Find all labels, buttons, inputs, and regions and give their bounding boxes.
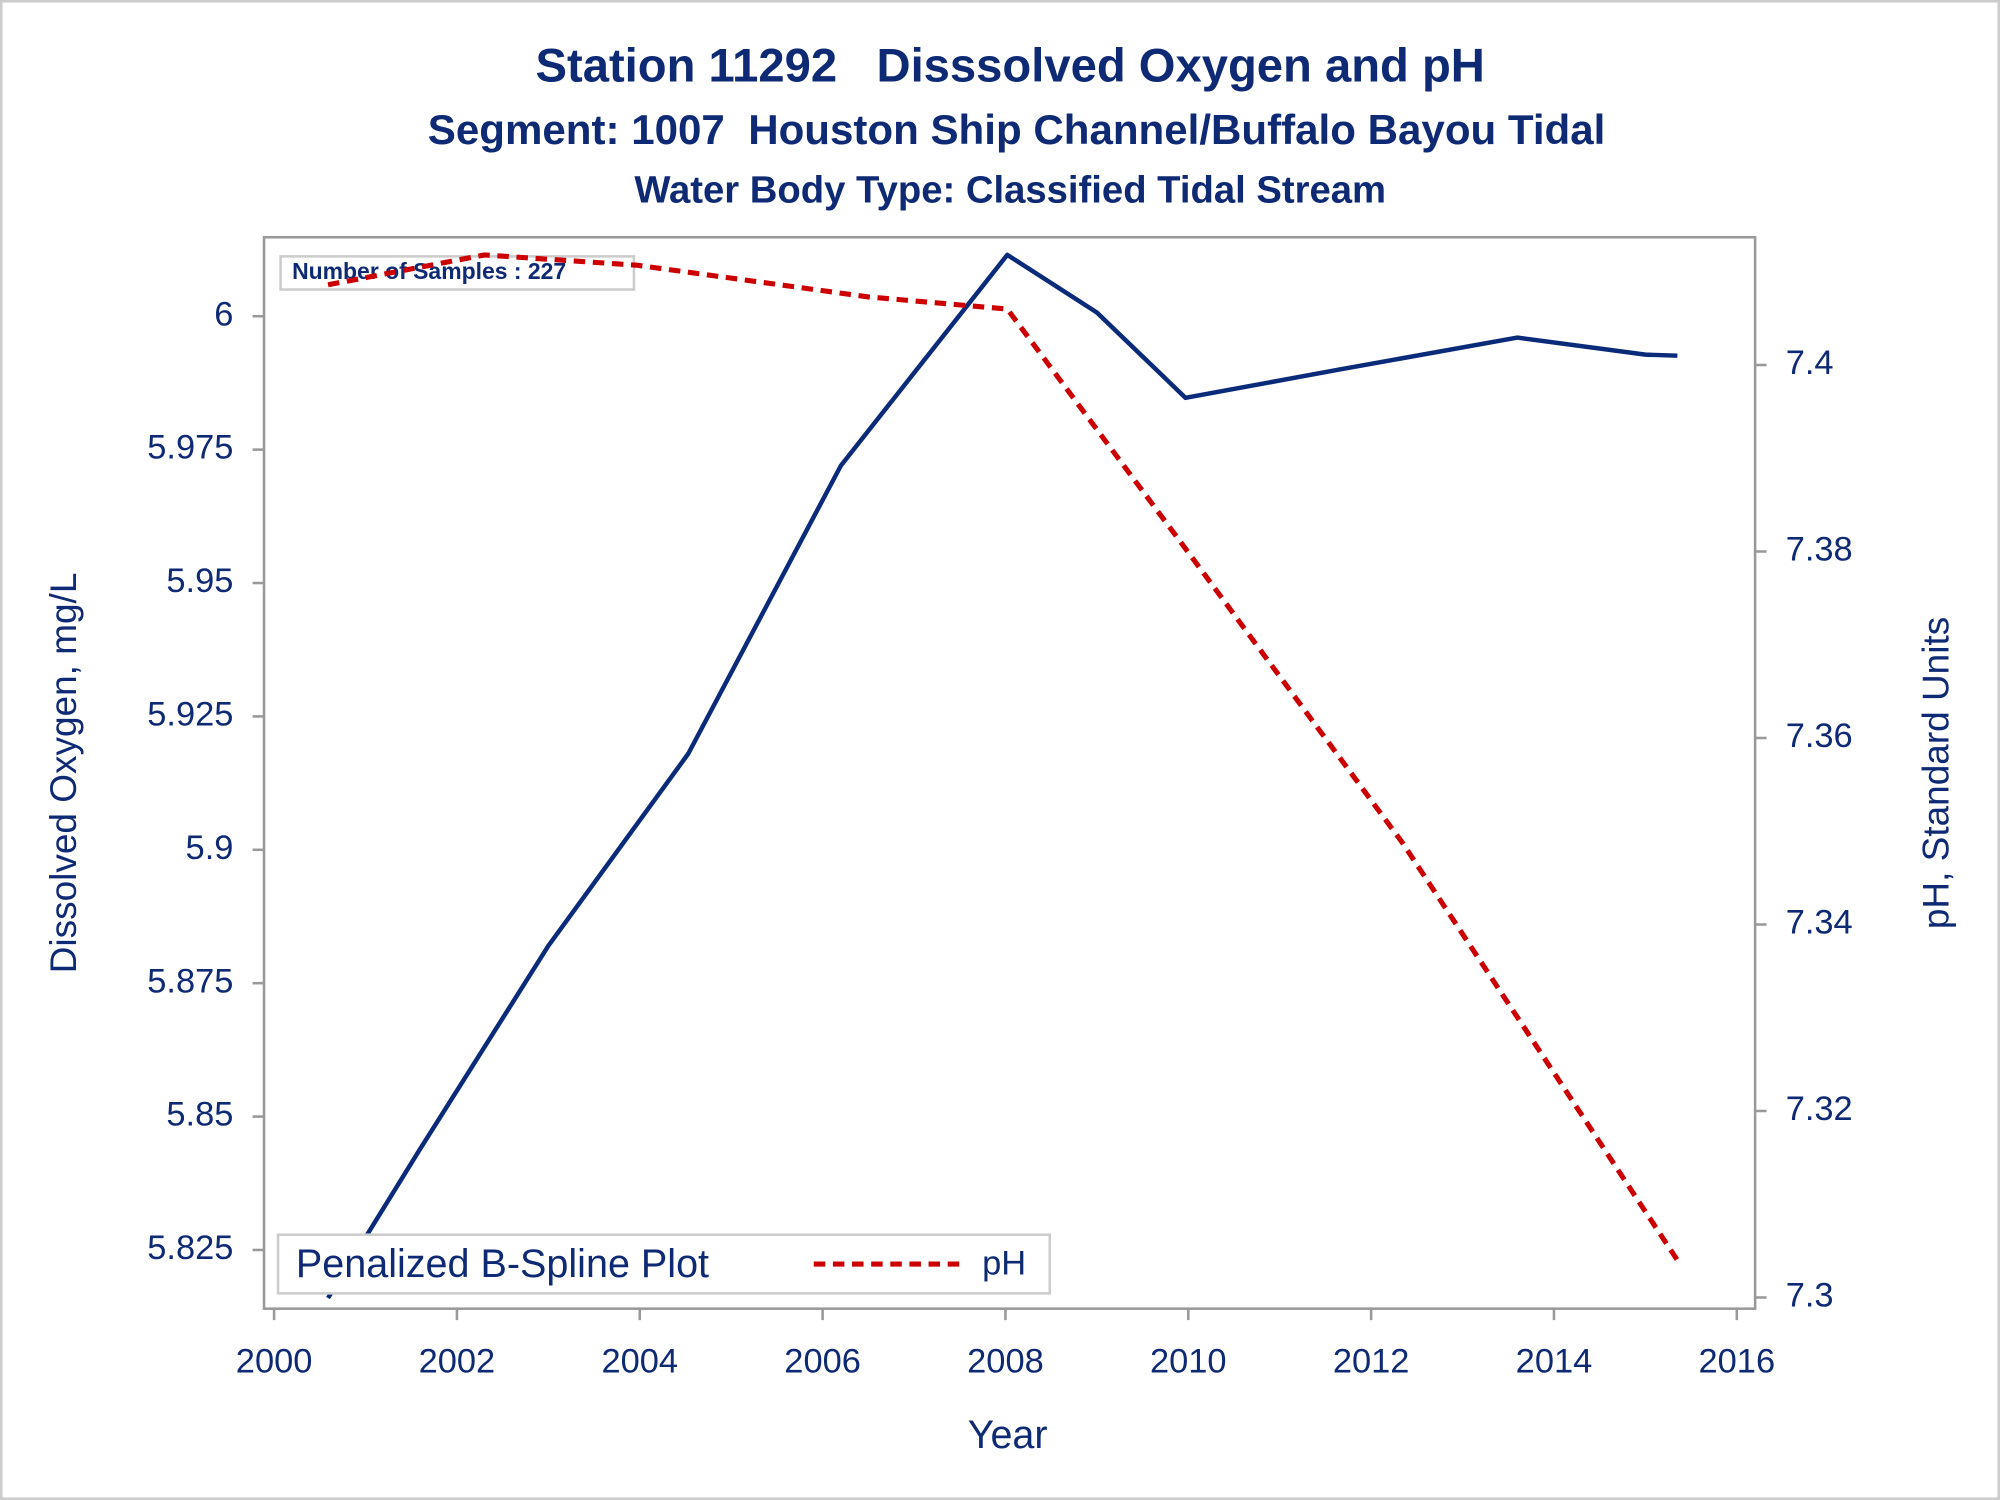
y2-tick-label: 7.38 bbox=[1786, 531, 1853, 569]
x-tick-label: 2010 bbox=[1150, 1343, 1227, 1381]
x-tick-label: 2012 bbox=[1333, 1343, 1410, 1381]
x-tick-label: 2016 bbox=[1699, 1343, 1776, 1381]
x-tick-label: 2004 bbox=[601, 1343, 678, 1381]
x-tick-label: 2000 bbox=[236, 1343, 313, 1381]
y2-tick-label: 7.36 bbox=[1786, 717, 1853, 755]
legend-title: Penalized B-Spline Plot bbox=[296, 1242, 709, 1286]
x-axis-label: Year bbox=[968, 1413, 1048, 1457]
chart-subtitle: Segment: 1007 Houston Ship Channel/Buffa… bbox=[428, 106, 1606, 153]
y-tick-label: 5.95 bbox=[166, 562, 233, 600]
y-tick-label: 5.875 bbox=[147, 962, 233, 1000]
series-line bbox=[327, 252, 1680, 1262]
y2-tick-label: 7.34 bbox=[1786, 904, 1853, 942]
x-tick-label: 2006 bbox=[784, 1343, 861, 1381]
chart-title: Station 11292 Disssolved Oxygen and pH bbox=[536, 39, 1485, 92]
annotation: Number of Samples : 227 bbox=[292, 258, 566, 284]
plot-frame bbox=[262, 235, 1757, 1310]
y-tick-label: 5.975 bbox=[147, 429, 233, 467]
y-axis-label: Dissolved Oxygen, mg/L bbox=[43, 573, 84, 974]
y-tick-label: 5.925 bbox=[147, 695, 233, 733]
y2-tick-label: 7.32 bbox=[1786, 1090, 1853, 1128]
y-tick-label: 6 bbox=[214, 295, 233, 333]
x-tick-label: 2002 bbox=[419, 1343, 496, 1381]
chart-subtitle: Water Body Type: Classified Tidal Stream bbox=[634, 169, 1386, 212]
x-tick-label: 2014 bbox=[1516, 1343, 1593, 1381]
y-tick-label: 5.825 bbox=[147, 1229, 233, 1267]
y-tick-label: 5.85 bbox=[166, 1096, 233, 1134]
y2-axis-label: pH, Standard Units bbox=[1916, 617, 1957, 929]
y2-tick-label: 7.4 bbox=[1786, 344, 1834, 382]
series-line bbox=[326, 252, 1678, 1300]
y-tick-label: 5.9 bbox=[186, 829, 234, 867]
legend-label: pH bbox=[982, 1244, 1026, 1282]
x-tick-label: 2008 bbox=[967, 1343, 1044, 1381]
y2-tick-label: 7.3 bbox=[1786, 1277, 1834, 1315]
legend-box bbox=[276, 1233, 1052, 1295]
